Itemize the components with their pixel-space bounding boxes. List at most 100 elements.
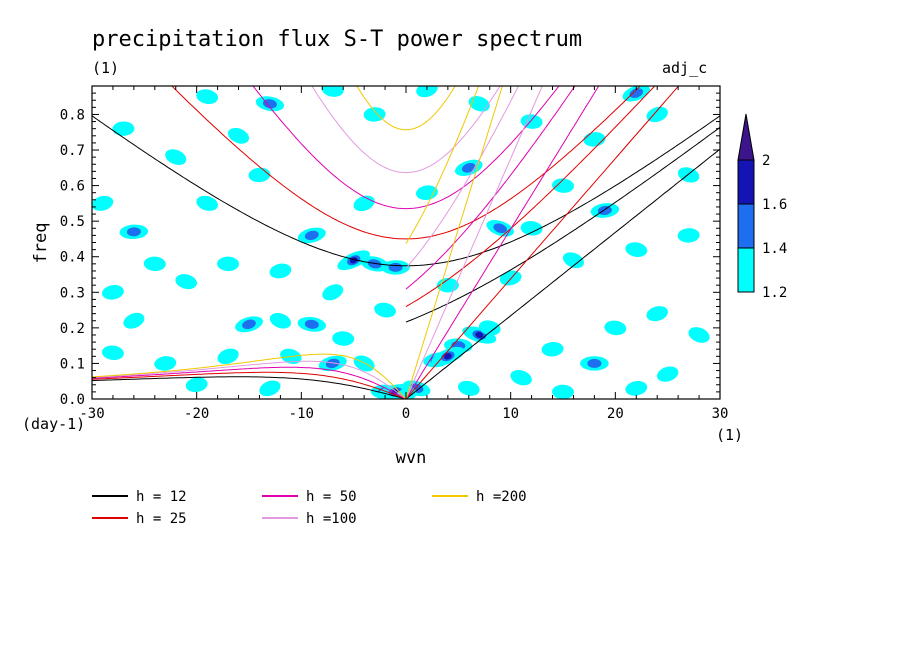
y-axis-label: freq xyxy=(31,223,51,264)
dispersion-curve xyxy=(92,115,720,267)
y-tick-label: 0.7 xyxy=(60,143,85,159)
dispersion-curve xyxy=(92,353,407,399)
y-axis-unit: (day-1) xyxy=(22,415,85,433)
x-tick-label: 20 xyxy=(607,406,624,422)
x-tick-label: 0 xyxy=(402,406,410,422)
contour-blob xyxy=(185,377,208,393)
legend-label: h = 50 xyxy=(306,489,357,505)
contour-blob xyxy=(520,221,543,236)
contour-blob xyxy=(646,106,668,123)
legend-label: h =100 xyxy=(306,511,357,527)
colorbar: 1.2 1.4 1.6 2 xyxy=(737,113,787,301)
contour-blob xyxy=(196,89,219,105)
x-tick-label: -10 xyxy=(289,406,314,422)
dispersion-curve xyxy=(405,86,480,244)
y-tick-label: 0.8 xyxy=(60,107,85,123)
dispersion-curve xyxy=(405,86,656,308)
x-tick-label: -20 xyxy=(184,406,209,422)
contour-blob xyxy=(297,316,326,332)
colorbar-segment xyxy=(737,159,755,205)
contour-blob xyxy=(415,185,438,200)
contour-blob xyxy=(625,242,648,257)
dispersion-curve xyxy=(92,360,407,399)
y-tick-label: 0.4 xyxy=(60,250,85,266)
dispersion-curve xyxy=(311,86,501,174)
contour-blob xyxy=(175,274,198,290)
dispersion-curve xyxy=(405,148,720,399)
contour-blob xyxy=(622,86,650,102)
contour-blob xyxy=(217,348,239,365)
dispersion-curve xyxy=(171,86,641,240)
contour-blob xyxy=(625,380,648,396)
contour-blob xyxy=(353,195,375,212)
contour-blob xyxy=(580,356,609,371)
contour-blob xyxy=(228,127,250,144)
contour-blob xyxy=(217,256,240,272)
contour-blob xyxy=(510,369,532,386)
contour-blob xyxy=(255,96,285,112)
dispersion-curve xyxy=(405,86,576,290)
contour-blob xyxy=(297,227,326,244)
contour-blob xyxy=(332,331,355,346)
contour-blob xyxy=(458,380,480,396)
contour-blob xyxy=(154,356,177,371)
legend-label: h = 12 xyxy=(136,489,187,505)
contour-blob xyxy=(321,86,344,97)
contour-blob xyxy=(552,178,574,193)
y-tick-label: 0.5 xyxy=(60,214,85,230)
contour-blob xyxy=(520,114,543,129)
dispersion-curve xyxy=(405,126,720,323)
dispersion-curve xyxy=(405,86,520,269)
colorbar-label: 1.2 xyxy=(762,285,787,301)
contour-blob xyxy=(541,341,564,357)
contour-blob xyxy=(646,306,668,322)
contour-blob xyxy=(468,96,490,112)
contour-blob xyxy=(101,345,124,361)
contour-blob xyxy=(562,252,584,269)
contour-blob xyxy=(604,320,627,336)
colorbar-label: 1.6 xyxy=(762,197,787,213)
contour-blob xyxy=(92,195,114,211)
contour-blob xyxy=(143,256,166,272)
contour-blob xyxy=(269,312,291,329)
contour-blob xyxy=(677,228,700,243)
dispersion-curve xyxy=(92,376,407,399)
contour-blob xyxy=(363,107,386,122)
x-axis-unit: (1) xyxy=(716,426,743,444)
colorbar-segment xyxy=(737,203,755,249)
contour-blob xyxy=(123,312,145,329)
dispersion-curve xyxy=(92,371,407,399)
contour-blob xyxy=(583,132,606,147)
y-tick-label: 0.2 xyxy=(60,321,85,337)
contour-blob xyxy=(112,121,135,136)
dispersion-curve xyxy=(92,366,407,399)
subtitle-left: (1) xyxy=(92,59,119,77)
contour-blob xyxy=(478,320,501,336)
contour-blob xyxy=(322,284,344,301)
x-tick-label: 30 xyxy=(712,406,729,422)
contour-blob xyxy=(235,316,263,333)
colorbar-label: 1.4 xyxy=(762,241,787,257)
contour-blob xyxy=(165,149,187,165)
dispersion-curve xyxy=(405,86,503,399)
dispersion-curve xyxy=(405,86,543,399)
plot-area xyxy=(92,86,720,399)
contour-blob xyxy=(269,263,292,279)
contour-blob xyxy=(374,302,396,318)
dispersion-curve xyxy=(356,86,456,131)
colorbar-extension xyxy=(737,113,755,161)
dispersion-curve xyxy=(405,86,680,399)
legend: h = 12 h = 25 h = 50 h =100 h =200 xyxy=(92,489,527,527)
x-tick-label: 10 xyxy=(502,406,519,422)
colorbar-segment xyxy=(737,247,755,293)
contour-blob xyxy=(499,270,522,286)
contour-blob xyxy=(656,366,679,382)
axes: -30 -20 -10 0 10 20 30 0.0 0.1 0.2 0.3 0.4 0.5 0.6 0.7… xyxy=(60,85,729,422)
subtitle-right: adj_c xyxy=(662,59,707,77)
contour-blob xyxy=(259,380,281,397)
colorbar-label: 2 xyxy=(762,153,770,169)
contour-blob xyxy=(119,224,149,240)
contour-blob xyxy=(552,384,574,399)
contour-blob xyxy=(688,327,710,343)
